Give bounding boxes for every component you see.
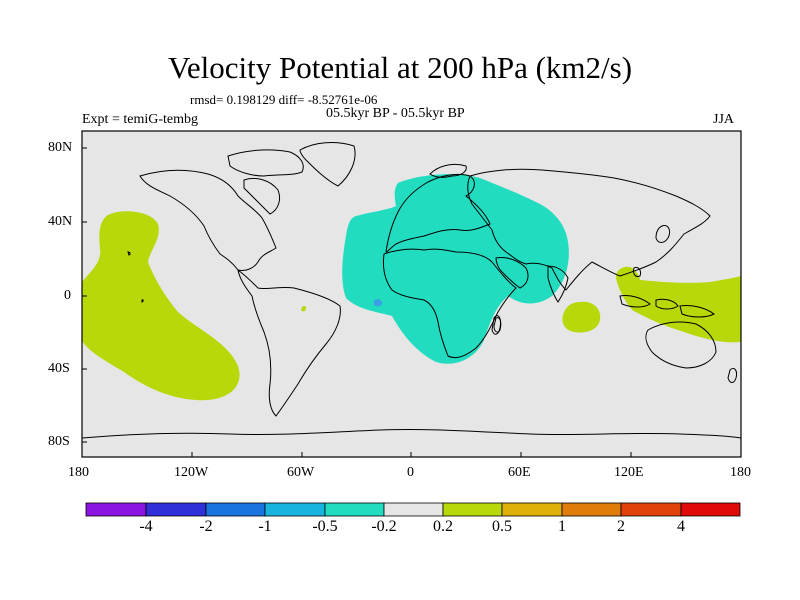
experiment-label: Expt = temiG-tembg	[82, 112, 198, 127]
colorbar-swatch-2	[145, 502, 207, 517]
colorbar-label: -4	[139, 518, 153, 535]
x-tick-label: 120W	[174, 465, 209, 480]
x-tick-label: 0	[407, 465, 414, 480]
maritime-positive-anomaly	[616, 266, 741, 343]
axis-ticks	[81, 147, 742, 457]
x-tick-label: 180	[68, 465, 89, 480]
y-tick-label: 0	[64, 288, 71, 303]
colorbar	[85, 502, 741, 517]
colorbar-swatch-11	[680, 502, 741, 517]
coastlines	[82, 142, 741, 439]
y-tick-label: 80S	[48, 434, 70, 449]
colorbar-swatch-9	[561, 502, 622, 517]
y-tick-label: 80N	[48, 140, 73, 155]
x-tick-label: 120E	[614, 465, 644, 480]
y-tick-label: 40S	[48, 361, 70, 376]
colorbar-label: -1	[258, 518, 272, 535]
colorbar-label: -2	[199, 518, 213, 535]
colorbar-swatch-1	[85, 502, 147, 517]
amazon-small-anomaly	[301, 305, 307, 312]
colorbar-label: 2	[617, 518, 625, 535]
colorbar-swatch-4	[264, 502, 326, 517]
atlantic-small-anomaly	[374, 299, 383, 307]
colorbar-swatch-5	[324, 502, 385, 517]
africa-negative-anomaly	[342, 174, 569, 364]
colorbar-label: 4	[677, 518, 685, 535]
y-tick-label: 40N	[48, 214, 73, 229]
colorbar-label: 0.5	[492, 518, 512, 535]
x-tick-label: 60E	[508, 465, 531, 480]
colorbar-label: 1	[558, 518, 566, 535]
pacific-positive-anomaly	[82, 211, 240, 401]
colorbar-label: 0.2	[433, 518, 453, 535]
stats-text: rmsd= 0.198129 diff= -8.52761e-06	[190, 92, 378, 107]
period-label: 05.5kyr BP - 05.5kyr BP	[326, 106, 465, 121]
colorbar-swatch-8	[501, 502, 563, 517]
plot-title: Velocity Potential at 200 hPa (km2/s)	[167, 50, 633, 85]
indian-positive-anomaly	[562, 301, 601, 333]
colorbar-swatch-10	[620, 502, 682, 517]
colorbar-swatch-7	[442, 502, 503, 517]
x-tick-label: 60W	[287, 465, 315, 480]
colorbar-swatch-3	[205, 502, 266, 517]
x-tick-label: 180	[730, 465, 751, 480]
season-label: JJA	[713, 112, 735, 127]
colorbar-label: -0.2	[371, 518, 397, 535]
colorbar-swatch-6	[383, 502, 444, 517]
colorbar-label: -0.5	[312, 518, 338, 535]
